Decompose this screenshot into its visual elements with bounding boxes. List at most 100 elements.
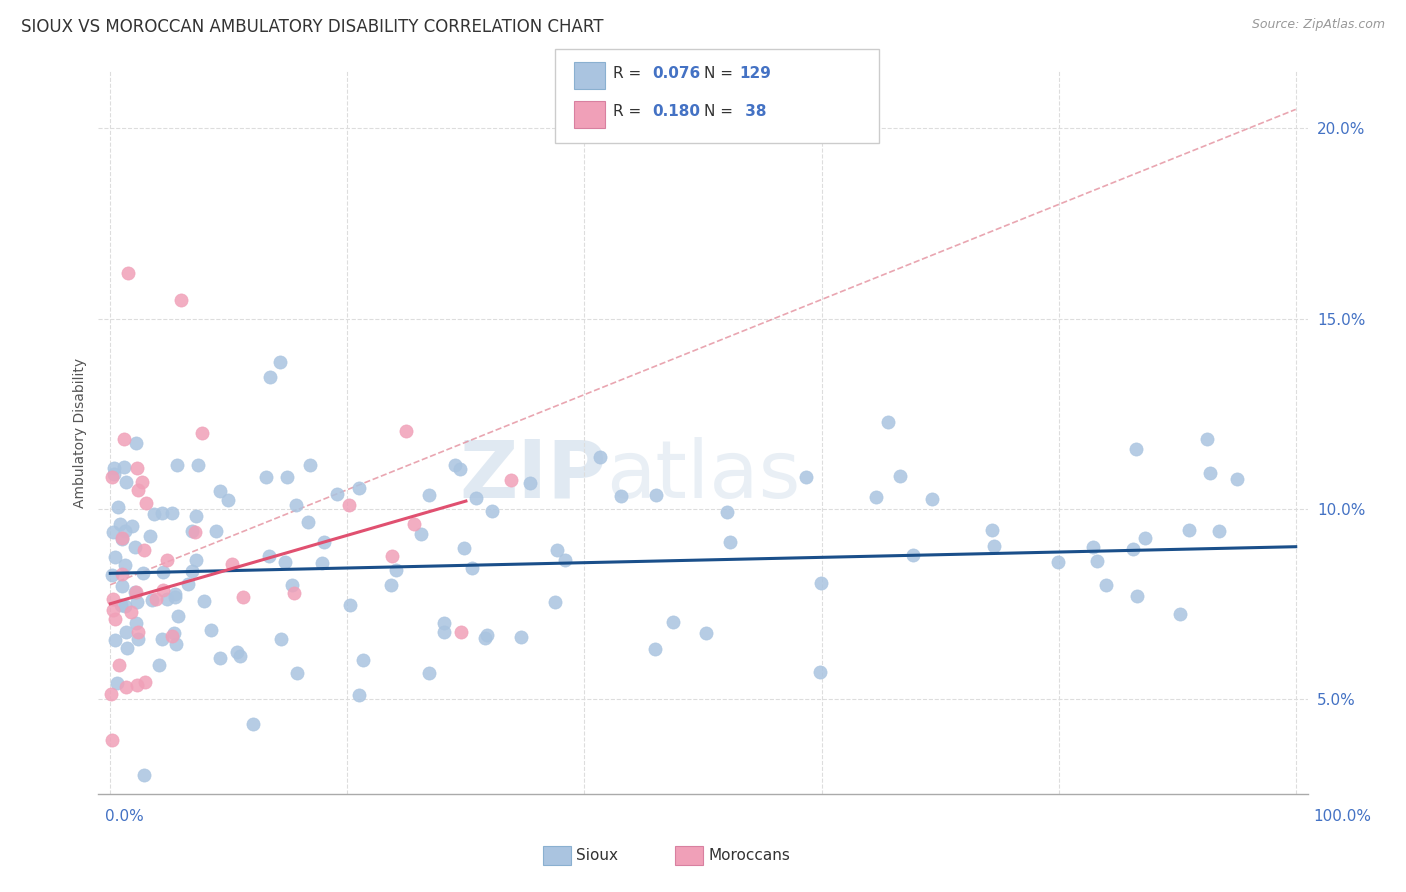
Point [110,598,132,612]
Point [381,549,404,563]
Point [433,615,456,630]
Point [132,767,155,781]
Text: atlas: atlas [606,437,800,515]
Point [433,624,456,639]
Point [1085,553,1108,567]
Point [135,496,157,510]
Point [117,266,139,280]
Point [121,518,143,533]
Point [269,354,291,368]
Point [810,576,832,591]
Point [474,631,496,645]
Point [609,489,631,503]
Point [114,475,136,490]
Point [449,462,471,476]
Point [117,641,139,656]
Point [232,591,254,605]
Point [184,508,207,523]
Point [176,577,198,591]
Point [644,641,666,656]
Point [165,590,187,604]
Point [101,732,124,747]
Point [125,615,148,630]
Point [349,688,371,702]
Point [921,491,943,506]
Point [166,458,188,472]
Point [100,470,122,484]
Point [980,524,1002,538]
Point [903,548,925,562]
Point [125,595,148,609]
Point [150,507,173,521]
Point [554,553,576,567]
Point [145,592,167,607]
Point [110,531,132,545]
Y-axis label: Ambulatory Disability: Ambulatory Disability [73,358,87,508]
Point [983,540,1005,554]
Point [124,540,146,554]
Point [184,553,207,567]
Point [465,491,488,506]
Point [148,658,170,673]
Point [112,460,135,475]
Point [499,473,522,487]
Point [259,369,281,384]
Point [165,636,187,650]
Point [311,556,333,570]
Point [114,524,136,538]
Point [276,470,298,484]
Point [114,558,136,573]
Point [285,498,308,512]
Point [103,603,125,617]
Point [166,608,188,623]
Point [865,490,887,504]
Text: Sioux: Sioux [576,848,619,863]
Point [111,579,134,593]
Point [1122,541,1144,556]
Point [139,529,162,543]
Point [208,651,231,665]
Point [314,535,336,549]
Point [1094,578,1116,592]
Point [519,475,541,490]
Point [1125,442,1147,456]
Point [134,675,156,690]
Point [546,542,568,557]
Point [103,549,125,564]
Text: 0.0%: 0.0% [105,809,145,823]
Point [100,687,122,701]
Point [181,564,204,578]
Point [127,678,149,692]
Point [165,587,187,601]
Point [395,424,418,438]
Point [1195,433,1218,447]
Point [352,653,374,667]
Point [193,594,215,608]
Point [152,565,174,579]
Point [181,524,204,538]
Point [718,534,741,549]
Point [274,555,297,569]
Point [127,632,149,646]
Point [229,649,252,664]
Point [1208,524,1230,538]
Point [155,592,177,607]
Point [111,567,134,582]
Point [280,578,302,592]
Point [152,632,174,647]
Point [104,633,127,648]
Text: N =: N = [704,104,738,119]
Point [205,524,228,538]
Point [716,504,738,518]
Point [1046,556,1069,570]
Point [156,553,179,567]
Point [270,632,292,646]
Point [120,605,142,619]
Point [152,582,174,597]
Point [1178,523,1201,537]
Point [877,415,900,429]
Point [108,516,131,531]
Text: N =: N = [704,66,738,80]
Point [104,611,127,625]
Point [124,585,146,599]
